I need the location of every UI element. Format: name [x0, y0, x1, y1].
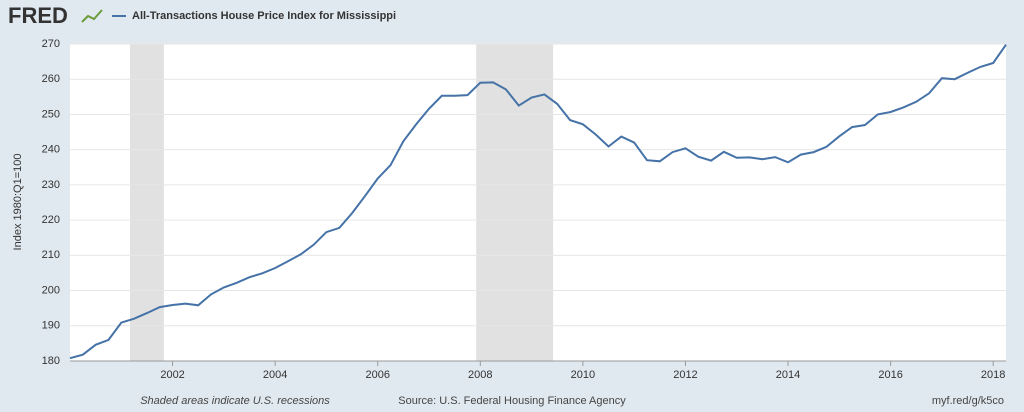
y-tick-label: 240 — [42, 144, 60, 156]
y-tick-label: 190 — [42, 320, 60, 332]
y-tick-label: 250 — [42, 108, 60, 120]
x-tick-label: 2018 — [981, 369, 1005, 381]
logo-icon — [81, 9, 103, 23]
series-line — [69, 44, 1007, 360]
y-tick-label: 220 — [42, 214, 60, 226]
x-tick-label: 2008 — [468, 369, 492, 381]
y-tick-label: 270 — [42, 38, 60, 50]
x-tick-label: 2010 — [571, 369, 595, 381]
legend-label: All-Transactions House Price Index for M… — [132, 10, 396, 22]
y-tick-label: 260 — [42, 73, 60, 85]
y-tick-label: 200 — [42, 284, 60, 296]
x-tick-label: 2004 — [263, 369, 287, 381]
y-tick-label: 230 — [42, 179, 60, 191]
x-tick-label: 2002 — [160, 369, 184, 381]
y-tick-label: 180 — [42, 355, 60, 367]
recession-band — [476, 44, 554, 361]
x-tick-label: 2016 — [878, 369, 902, 381]
footer-link: myf.red/g/k5co — [932, 395, 1004, 407]
x-tick-label: 2014 — [776, 369, 800, 381]
x-tick-label: 2012 — [673, 369, 697, 381]
x-tick-label: 2006 — [365, 369, 389, 381]
logo: FRED — [8, 3, 68, 28]
footer-note: Shaded areas indicate U.S. recessions — [140, 395, 330, 407]
y-axis-label: Index 1980:Q1=100 — [12, 154, 24, 251]
y-tick-label: 210 — [42, 249, 60, 261]
footer-source: Source: U.S. Federal Housing Finance Age… — [398, 395, 626, 407]
